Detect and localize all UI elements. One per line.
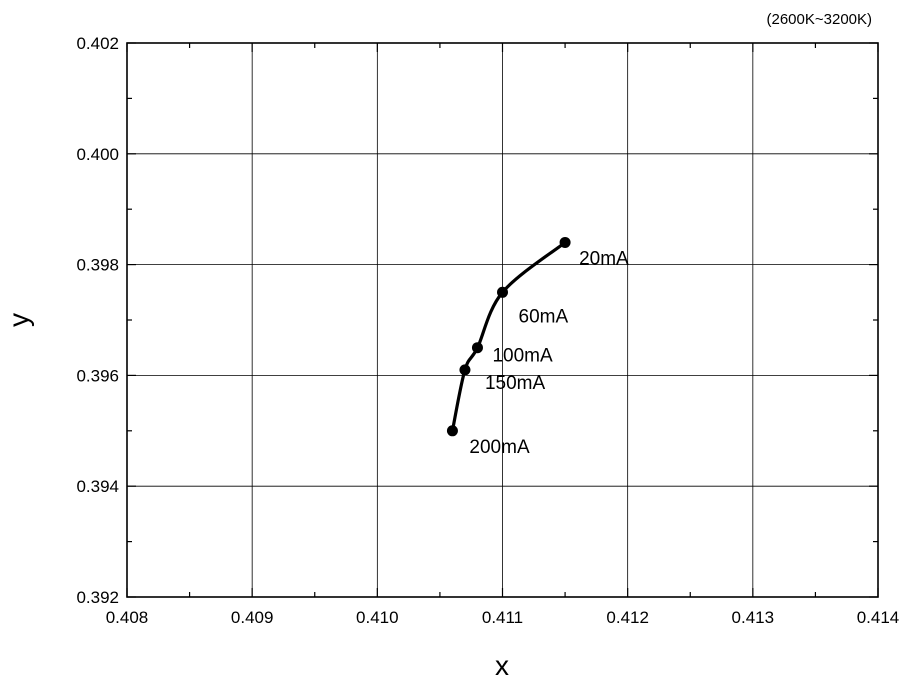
y-tick-label: 0.398 [76, 256, 119, 275]
series-line [450, 240, 567, 433]
data-point-marker [497, 286, 508, 298]
axis-ticks [126, 42, 879, 598]
data-point-labels: 20mA 60mA 100mA 150mA 200mA [469, 248, 629, 457]
y-tick-labels: 0.392 0.394 0.396 0.398 0.400 0.402 [76, 34, 119, 607]
x-tick-label: 0.412 [606, 608, 649, 627]
x-axis-label: x [495, 650, 509, 681]
y-tick-label: 0.400 [76, 145, 119, 164]
x-tick-label: 0.408 [106, 608, 149, 627]
y-axis-label: y [3, 313, 34, 327]
data-point-label: 100mA [492, 346, 553, 367]
x-tick-label: 0.411 [482, 608, 523, 627]
x-tick-label: 0.409 [231, 608, 274, 627]
y-tick-label: 0.392 [76, 588, 119, 607]
plot-frame [126, 42, 879, 598]
chart-subtitle: (2600K~3200K) [767, 11, 873, 28]
y-tick-label: 0.394 [76, 477, 119, 496]
grid-lines [127, 43, 878, 597]
y-tick-label: 0.402 [76, 34, 119, 53]
x-tick-label: 0.413 [732, 608, 775, 627]
data-point-marker [446, 425, 458, 437]
data-point-marker [471, 342, 483, 354]
x-tick-label: 0.414 [857, 608, 900, 627]
data-markers [446, 236, 571, 437]
data-point-marker [559, 236, 571, 248]
data-point-label: 150mA [485, 373, 546, 394]
x-tick-label: 0.410 [356, 608, 399, 627]
data-point-label: 200mA [469, 437, 530, 458]
data-point-marker [459, 364, 471, 376]
y-tick-label: 0.396 [76, 366, 119, 385]
data-point-label: 20mA [579, 248, 629, 269]
data-point-label: 60mA [519, 306, 569, 327]
x-tick-labels: 0.408 0.409 0.410 0.411 0.412 0.413 0.414 [106, 608, 900, 627]
